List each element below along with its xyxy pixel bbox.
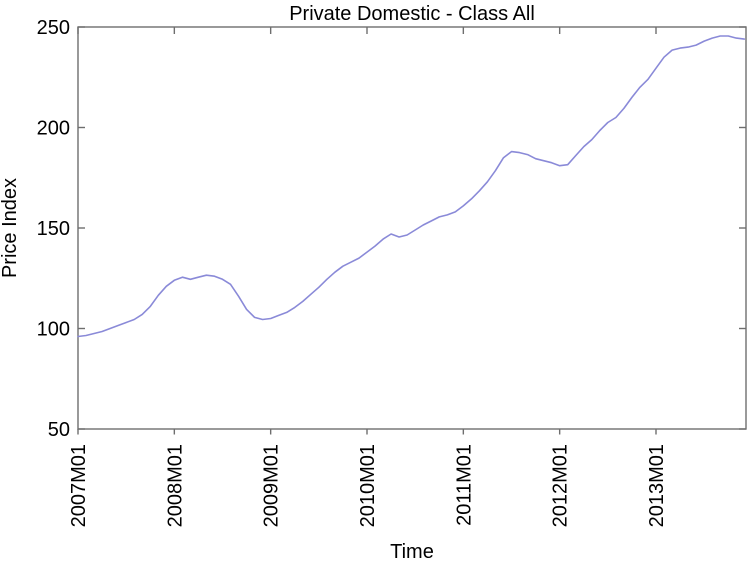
price-series-line	[77, 35, 746, 338]
chart-title: Private Domestic - Class All	[289, 3, 535, 25]
x-tick-label: 2012M01	[550, 444, 572, 527]
y-tick-labels: 50 100 150 200 250	[37, 17, 70, 441]
x-tick-label: 2007M01	[68, 444, 90, 527]
x-tick-label: 2010M01	[357, 444, 379, 527]
y-tick-label: 150	[37, 218, 70, 240]
x-tick-label: 2013M01	[646, 444, 668, 527]
x-tick-label: 2008M01	[164, 444, 186, 527]
axis-ticks	[77, 26, 746, 435]
x-tick-label: 2011M01	[453, 444, 475, 526]
y-tick-label: 100	[37, 319, 70, 341]
y-tick-label: 50	[48, 419, 70, 441]
x-tick-labels: 2007M01 2008M01 2009M01 2010M01 2011M01 2012M…	[68, 444, 668, 527]
x-tick-label: 2009M01	[261, 444, 283, 527]
y-tick-label: 250	[37, 17, 70, 39]
plot-border	[77, 26, 747, 430]
y-tick-label: 200	[37, 118, 70, 140]
x-axis-label: Time	[390, 541, 434, 563]
y-axis-label: Price Index	[0, 178, 21, 278]
